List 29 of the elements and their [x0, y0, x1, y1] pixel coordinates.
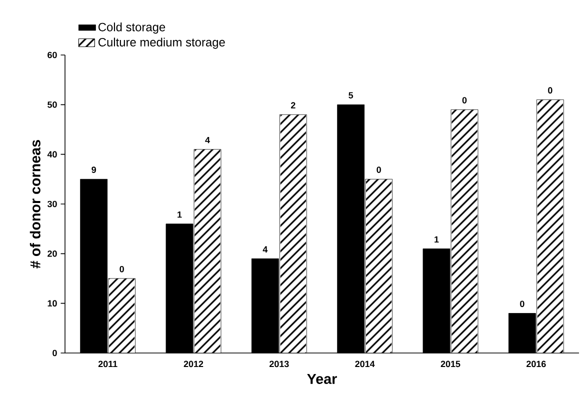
y-tick-label: 10: [48, 300, 57, 307]
x-tick-label: 2013: [270, 360, 289, 368]
y-tick-label: 30: [47, 200, 57, 208]
annotation: 1: [434, 236, 439, 243]
legend-label: Cold storage: [98, 22, 166, 34]
y-tick-label: 0: [52, 350, 57, 356]
annotation: 9: [92, 166, 96, 173]
annotation: 0: [462, 97, 467, 104]
annotation: 0: [520, 300, 524, 308]
annotation: 4: [205, 137, 210, 144]
x-tick-label: 2012: [184, 360, 204, 368]
x-tick-label: 2015: [440, 360, 460, 368]
x-axis-title: Year: [307, 374, 337, 384]
y-tick-label: 20: [48, 250, 57, 257]
annotation: 4: [262, 246, 268, 252]
annotation: 0: [120, 266, 124, 272]
y-tick-label: 40: [47, 151, 57, 158]
legend-label: Culture medium storage: [98, 38, 225, 49]
y-tick-label: 50: [48, 101, 57, 108]
x-tick-label: 2011: [98, 360, 118, 368]
annotation: 5: [348, 92, 354, 98]
x-tick-label: 2014: [355, 360, 375, 368]
annotation: 0: [548, 87, 552, 94]
x-tick-label: 2016: [526, 360, 546, 368]
y-tick-label: 60: [48, 52, 57, 58]
y-axis-title: # of donor corneas: [30, 140, 40, 268]
annotation: 2: [290, 102, 296, 108]
annotation: 0: [376, 166, 381, 173]
annotation: 1: [178, 212, 182, 218]
